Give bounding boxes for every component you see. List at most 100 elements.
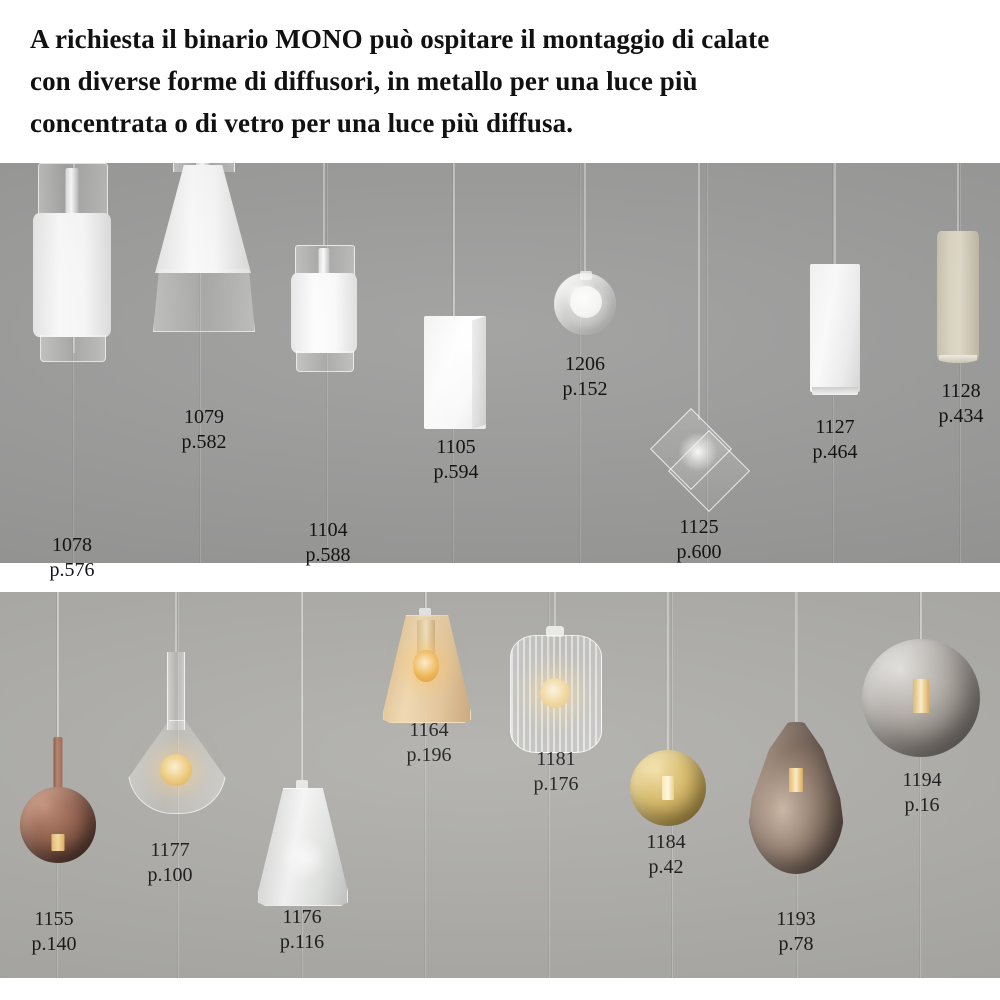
lamp-1125[interactable] bbox=[649, 163, 751, 513]
glass-cube-assembly bbox=[649, 407, 751, 513]
heading-line-3: concentrata o di vetro per una luce più … bbox=[30, 108, 574, 138]
lamp-page: p.196 bbox=[406, 744, 452, 766]
filament-bulb bbox=[540, 678, 570, 708]
filament bbox=[662, 776, 674, 800]
lamp-code: 1127 bbox=[815, 416, 855, 438]
box-side-face bbox=[472, 316, 486, 429]
lamp-page: p.582 bbox=[181, 431, 227, 453]
lamp-page: p.600 bbox=[676, 541, 722, 563]
metal-tube-diffuser bbox=[810, 264, 860, 392]
filament-bulb bbox=[160, 754, 192, 786]
lamp-1079[interactable] bbox=[153, 163, 255, 332]
wall-seam bbox=[200, 163, 201, 563]
opal-cone-diffuser bbox=[155, 165, 251, 273]
suspension-cord bbox=[667, 592, 669, 750]
lamp-1164[interactable] bbox=[383, 592, 471, 723]
heading-line-1: A richiesta il binario MONO può ospitare… bbox=[30, 24, 770, 54]
suspension-cord bbox=[453, 163, 455, 316]
lamp-holder bbox=[417, 620, 435, 656]
lamp-code: 1078 bbox=[52, 534, 92, 556]
wall-seam bbox=[327, 163, 328, 563]
lamp-1104[interactable] bbox=[290, 163, 358, 373]
label-1105: 1105 p.594 bbox=[410, 435, 502, 485]
label-1181: 1181 p.176 bbox=[510, 747, 602, 797]
label-1078: 1078 p.576 bbox=[26, 533, 118, 583]
suspension-cord bbox=[323, 163, 325, 245]
lamp-page: p.42 bbox=[648, 856, 684, 878]
lamp-page: p.588 bbox=[305, 544, 351, 566]
lamp-page: p.116 bbox=[279, 931, 325, 953]
label-1177: 1177 p.100 bbox=[124, 838, 216, 888]
label-1206: 1206 p.152 bbox=[539, 352, 631, 402]
lamp-stem bbox=[65, 168, 79, 218]
lamp-1177[interactable] bbox=[128, 592, 226, 814]
lamp-1181[interactable] bbox=[510, 592, 602, 754]
label-1184: 1184 p.42 bbox=[620, 830, 712, 880]
lamp-1184[interactable] bbox=[630, 592, 706, 826]
lamp-page: p.78 bbox=[778, 933, 814, 955]
label-1079: 1079 p.582 bbox=[158, 405, 250, 455]
lamp-code: 1155 bbox=[34, 908, 74, 930]
lamp-code: 1176 bbox=[282, 906, 322, 928]
suspension-cord bbox=[57, 592, 59, 737]
wall-seam bbox=[960, 163, 961, 563]
lamp-1194[interactable] bbox=[862, 592, 980, 757]
lamp-page: p.594 bbox=[433, 461, 479, 483]
lamp-page: p.100 bbox=[147, 864, 193, 886]
suspension-cord bbox=[957, 163, 959, 231]
suspension-cord bbox=[425, 592, 427, 608]
lamp-1105[interactable] bbox=[424, 163, 486, 431]
lamp-1193[interactable] bbox=[748, 592, 844, 876]
inner-glow bbox=[280, 835, 326, 881]
lamp-stem bbox=[53, 737, 63, 795]
suspension-cord bbox=[584, 163, 586, 273]
lamp-page: p.464 bbox=[812, 441, 858, 463]
lamp-page: p.576 bbox=[49, 559, 95, 581]
label-1164: 1164 p.196 bbox=[383, 718, 475, 768]
filament bbox=[789, 768, 803, 792]
lamp-code: 1194 bbox=[902, 769, 942, 791]
suspension-cord bbox=[834, 163, 836, 264]
opal-diffuser bbox=[33, 213, 111, 337]
label-1194: 1194 p.16 bbox=[876, 768, 968, 818]
opal-diffuser bbox=[291, 273, 357, 353]
lamp-1127[interactable] bbox=[810, 163, 860, 395]
label-1104: 1104 p.588 bbox=[282, 518, 374, 568]
inner-bulb bbox=[570, 286, 602, 318]
bronze-teardrop-diffuser bbox=[748, 722, 844, 874]
wall-seam bbox=[580, 163, 581, 563]
lamp-1155[interactable] bbox=[20, 592, 96, 867]
filament bbox=[51, 834, 65, 851]
lamp-stem bbox=[318, 248, 330, 278]
light-flare bbox=[678, 432, 718, 472]
lamp-code: 1206 bbox=[565, 353, 605, 375]
lamp-1206[interactable] bbox=[554, 163, 616, 335]
lamp-code: 1105 bbox=[436, 436, 476, 458]
wall-seam bbox=[707, 163, 708, 563]
suspension-cord bbox=[920, 592, 922, 639]
wall-seam bbox=[920, 592, 921, 978]
lamp-1128[interactable] bbox=[937, 163, 979, 363]
heading-line-2: con diverse forme di diffusori, in metal… bbox=[30, 66, 698, 96]
glass-foot bbox=[296, 351, 354, 372]
tube-aperture bbox=[812, 387, 858, 395]
lamp-page: p.434 bbox=[938, 405, 984, 427]
suspension-cord bbox=[795, 592, 797, 722]
cylinder-aperture bbox=[939, 355, 977, 363]
wall-seam bbox=[549, 592, 550, 978]
lamp-code: 1104 bbox=[308, 519, 348, 541]
lamp-1176[interactable] bbox=[258, 592, 348, 906]
lamp-code: 1184 bbox=[646, 831, 686, 853]
glass-neck bbox=[167, 652, 185, 730]
suspension-cord bbox=[301, 592, 303, 780]
lamp-1078[interactable] bbox=[30, 163, 114, 363]
lamp-code: 1079 bbox=[184, 406, 224, 428]
filament bbox=[913, 679, 929, 713]
wall-seam bbox=[73, 163, 74, 563]
lamp-page: p.176 bbox=[533, 773, 579, 795]
glass-foot bbox=[40, 335, 106, 362]
page-title: A richiesta il binario MONO può ospitare… bbox=[30, 18, 980, 144]
lamp-code: 1181 bbox=[536, 748, 576, 770]
suspension-cord bbox=[698, 163, 700, 420]
